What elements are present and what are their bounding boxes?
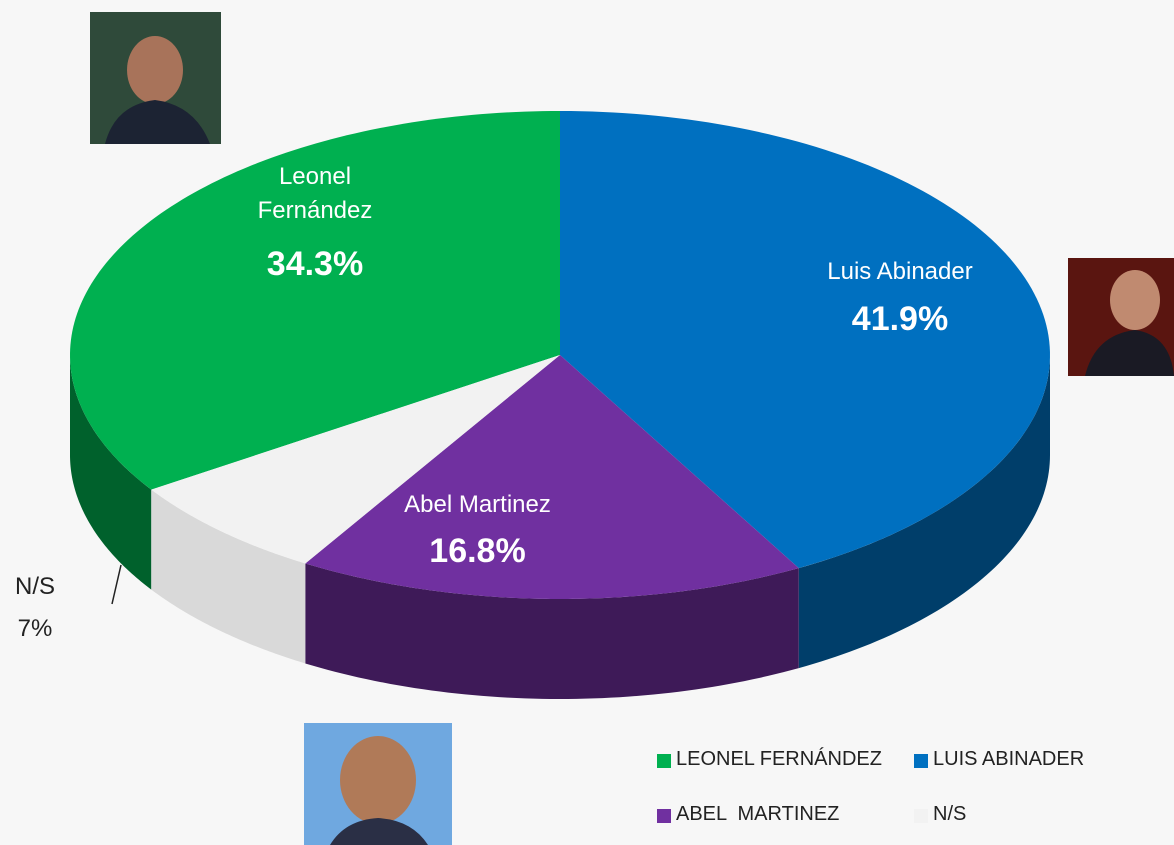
leader-line [111, 564, 122, 605]
legend-label: LEONEL FERNÁNDEZ [676, 748, 882, 770]
slice-label: Leonel Fernández [257, 163, 373, 224]
slice [151, 355, 560, 564]
legend-swatch [914, 754, 928, 768]
legend-label: N/S [933, 803, 967, 825]
photo [304, 723, 452, 845]
slice [305, 355, 799, 599]
value-label: 7% [17, 615, 53, 642]
slice [560, 111, 1050, 569]
slice-side [151, 489, 306, 664]
slice-label: N/S [14, 573, 55, 600]
legend-label: LUIS ABINADER [933, 748, 1085, 770]
legend-swatch [657, 809, 671, 823]
value-label: 41.9% [851, 300, 949, 338]
sides [70, 355, 1050, 699]
value-label: 34.3% [266, 245, 364, 283]
value-label: 16.8% [429, 532, 526, 570]
photo [90, 12, 221, 144]
tops [70, 111, 1050, 599]
legend-label: ABEL MARTINEZ [676, 803, 840, 825]
slice-side [798, 355, 1050, 669]
slice-side [70, 355, 152, 590]
legend-swatch [657, 754, 671, 768]
photo [1068, 258, 1174, 376]
slice [70, 111, 561, 490]
slice-label: Abel Martinez [404, 491, 551, 518]
slice-label: Luis Abinader [827, 258, 973, 285]
slice-side [305, 563, 799, 699]
legend-swatch [914, 809, 928, 823]
